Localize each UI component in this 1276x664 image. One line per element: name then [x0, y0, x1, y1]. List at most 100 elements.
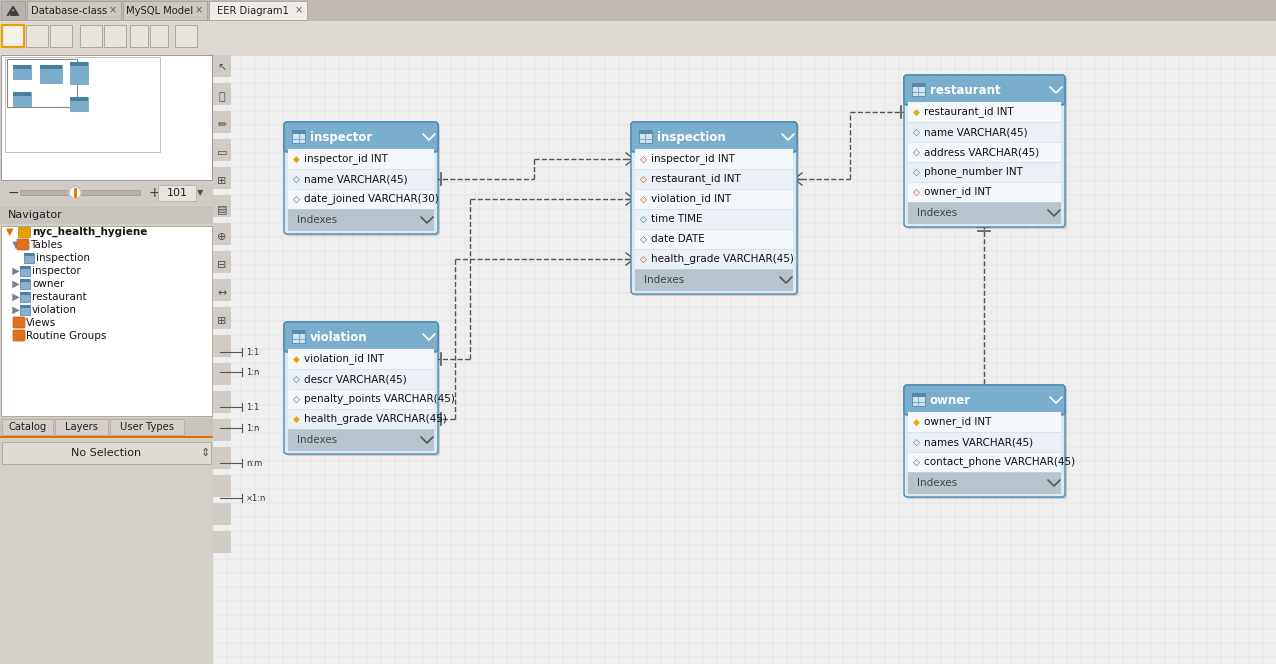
Bar — [213, 111, 231, 133]
Text: Database-class: Database-class — [31, 5, 107, 15]
Text: ◇: ◇ — [639, 175, 647, 183]
FancyBboxPatch shape — [903, 75, 1065, 227]
Text: violation_id INT: violation_id INT — [651, 193, 731, 205]
Bar — [909, 162, 1062, 182]
FancyBboxPatch shape — [286, 124, 440, 236]
Bar — [213, 223, 231, 245]
Bar — [213, 139, 231, 161]
Text: ×: × — [108, 5, 117, 15]
Text: ⊞: ⊞ — [217, 316, 227, 326]
Bar — [70, 97, 88, 101]
Text: ◆: ◆ — [912, 108, 920, 116]
Bar — [909, 452, 1062, 472]
Bar — [20, 305, 31, 315]
Bar — [122, 1, 207, 20]
Bar — [909, 432, 1062, 452]
Bar — [18, 227, 31, 237]
Text: ◇: ◇ — [912, 438, 920, 446]
Bar — [50, 25, 71, 47]
Bar — [635, 269, 792, 291]
Text: ◇: ◇ — [292, 175, 300, 183]
Bar — [288, 349, 434, 429]
Text: Indexes: Indexes — [917, 208, 957, 218]
FancyBboxPatch shape — [906, 387, 1067, 499]
Bar — [912, 393, 925, 397]
Text: ▶: ▶ — [6, 266, 19, 276]
Bar — [639, 130, 652, 143]
Bar — [909, 412, 1062, 432]
Text: +: + — [148, 186, 160, 200]
Bar — [13, 92, 31, 96]
Bar — [13, 65, 31, 69]
Bar — [20, 279, 31, 289]
Bar — [912, 83, 925, 96]
Bar — [209, 1, 308, 20]
Text: EER Diagram1: EER Diagram1 — [217, 5, 288, 15]
Bar — [70, 62, 88, 66]
Bar — [0, 440, 213, 664]
Bar — [213, 83, 231, 105]
Bar — [27, 1, 121, 20]
Text: ◇: ◇ — [292, 374, 300, 384]
Text: violation: violation — [32, 305, 77, 315]
Bar — [0, 22, 1276, 56]
Text: Tables: Tables — [31, 240, 63, 250]
Bar — [24, 253, 34, 263]
Bar — [1, 1, 26, 20]
Text: ▭: ▭ — [217, 148, 227, 158]
Bar — [213, 503, 231, 525]
Text: health_grade VARCHAR(45): health_grade VARCHAR(45) — [651, 254, 794, 264]
Text: nyc_health_hygiene: nyc_health_hygiene — [32, 227, 147, 237]
Text: phone_number INT: phone_number INT — [924, 167, 1023, 177]
FancyBboxPatch shape — [13, 317, 26, 328]
Text: violation_id INT: violation_id INT — [304, 353, 384, 365]
Bar — [288, 209, 434, 231]
Bar — [9, 11, 17, 16]
Bar — [110, 419, 184, 435]
Text: ◇: ◇ — [639, 254, 647, 264]
Bar — [635, 189, 792, 209]
Text: ◇: ◇ — [912, 147, 920, 157]
Text: restaurant_id INT: restaurant_id INT — [924, 106, 1013, 118]
Bar — [20, 266, 31, 276]
Text: name VARCHAR(45): name VARCHAR(45) — [924, 127, 1027, 137]
Bar — [40, 65, 63, 83]
Bar — [912, 83, 925, 87]
Bar — [288, 389, 434, 409]
Bar — [0, 0, 1276, 55]
Text: restaurant: restaurant — [930, 84, 1000, 96]
Text: ◇: ◇ — [292, 394, 300, 404]
Text: ▼: ▼ — [6, 227, 14, 237]
Text: violation: violation — [310, 331, 367, 343]
Text: 1:n: 1:n — [246, 424, 259, 432]
FancyBboxPatch shape — [632, 122, 798, 294]
Bar — [1, 226, 212, 416]
Bar — [213, 55, 1276, 664]
Text: inspector: inspector — [32, 266, 80, 276]
Bar — [20, 279, 31, 282]
Text: owner_id INT: owner_id INT — [924, 187, 991, 197]
Text: names VARCHAR(45): names VARCHAR(45) — [924, 437, 1034, 447]
Bar — [1, 55, 212, 180]
Bar — [213, 251, 231, 273]
Bar — [213, 391, 231, 413]
Text: ↖: ↖ — [217, 64, 227, 74]
Text: ◇: ◇ — [639, 195, 647, 203]
Text: penalty_points VARCHAR(45): penalty_points VARCHAR(45) — [304, 394, 454, 404]
Text: Indexes: Indexes — [297, 215, 337, 225]
Bar — [635, 229, 792, 249]
Text: time TIME: time TIME — [651, 214, 703, 224]
Bar — [909, 102, 1062, 202]
Text: ◇: ◇ — [292, 195, 300, 203]
Bar — [20, 292, 31, 302]
Bar — [292, 130, 305, 143]
Text: 1:n: 1:n — [246, 367, 259, 376]
Bar — [0, 418, 213, 438]
Text: ◆: ◆ — [292, 155, 300, 163]
Text: inspector: inspector — [310, 131, 373, 143]
FancyBboxPatch shape — [903, 385, 1065, 415]
Bar — [288, 149, 434, 169]
Bar — [70, 97, 88, 111]
Bar — [292, 330, 305, 343]
Text: 1:1: 1:1 — [246, 347, 259, 357]
